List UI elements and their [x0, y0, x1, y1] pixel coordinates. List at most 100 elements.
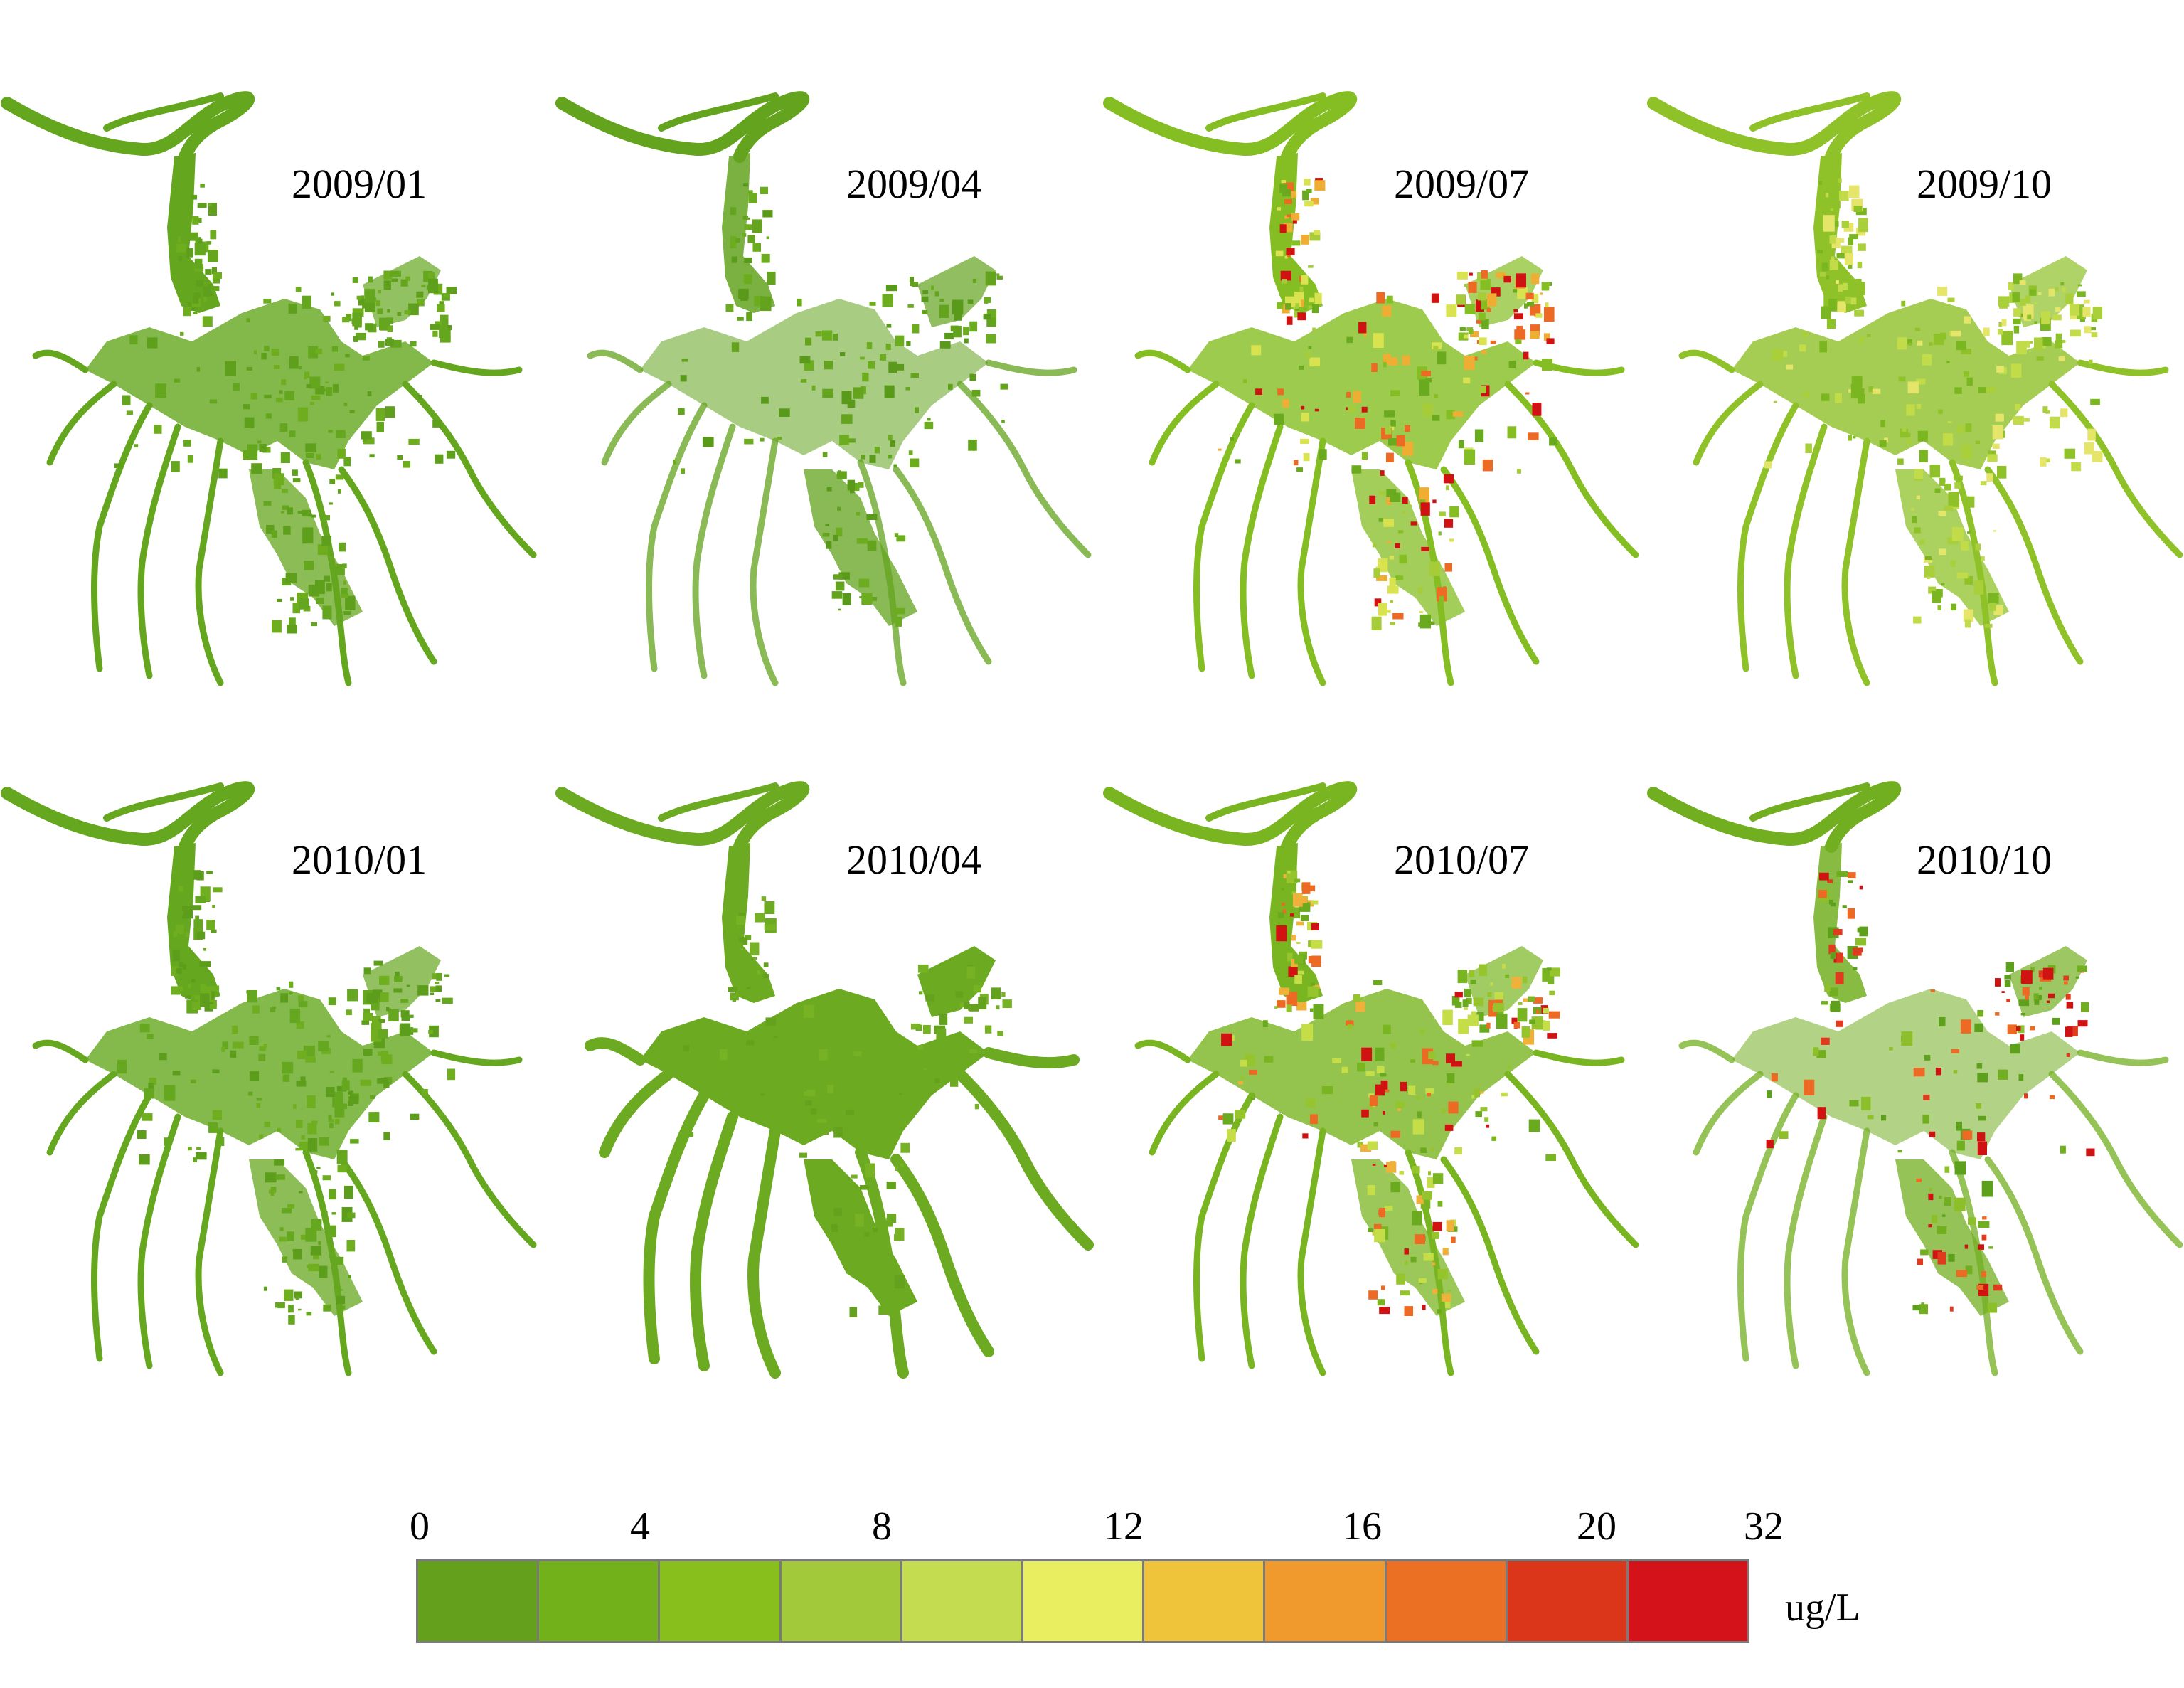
concentration-pixel: [841, 1095, 851, 1108]
concentration-pixel: [731, 961, 742, 974]
concentration-pixel: [1997, 465, 2007, 479]
concentration-pixel: [984, 301, 989, 304]
concentration-pixel: [342, 1077, 347, 1082]
concentration-pixel: [1357, 1062, 1365, 1072]
concentration-pixel: [1917, 1258, 1923, 1265]
concentration-pixel: [689, 1132, 694, 1137]
concentration-pixel: [985, 271, 996, 286]
concentration-pixel: [1964, 619, 1971, 628]
river-channel: [555, 91, 810, 163]
concentration-pixel: [265, 1172, 277, 1183]
concentration-pixel: [805, 337, 812, 346]
concentration-pixel: [866, 514, 878, 520]
concentration-pixel: [1948, 1253, 1955, 1262]
concentration-pixel: [1859, 885, 1863, 890]
concentration-pixel: [378, 290, 381, 294]
concentration-pixel: [1802, 331, 1808, 338]
concentration-pixel: [308, 584, 320, 597]
concentration-pixel: [1395, 575, 1404, 580]
concentration-pixel: [1858, 243, 1866, 251]
concentration-pixel: [1353, 994, 1361, 1002]
concentration-pixel: [2063, 975, 2069, 981]
concentration-pixel: [1284, 255, 1288, 259]
concentration-pixel: [1444, 519, 1454, 528]
concentration-pixel: [159, 1053, 167, 1061]
concentration-pixel: [858, 482, 864, 488]
concentration-pixel: [900, 1142, 910, 1153]
concentration-pixel: [274, 482, 282, 489]
tributary-channel: [954, 1068, 1094, 1251]
concentration-pixel: [173, 268, 185, 285]
concentration-pixel: [315, 386, 325, 395]
concentration-pixel: [971, 389, 981, 397]
concentration-pixel: [1294, 878, 1301, 883]
concentration-pixel: [867, 540, 877, 551]
concentration-pixel: [2071, 462, 2082, 472]
concentration-pixel: [730, 884, 739, 891]
concentration-pixel: [2022, 418, 2030, 422]
legend-color-bar: [416, 1559, 1749, 1643]
concentration-pixel: [436, 972, 442, 981]
concentration-pixel: [1308, 265, 1314, 268]
concentration-pixel: [1420, 502, 1430, 516]
concentration-pixel: [191, 979, 196, 982]
concentration-pixel: [1286, 248, 1295, 255]
concentration-pixel: [921, 296, 929, 302]
concentration-pixel: [319, 1137, 329, 1146]
concentration-pixel: [1956, 572, 1969, 579]
concentration-pixel: [126, 410, 133, 415]
concentration-pixel: [377, 308, 383, 314]
tributary-channel: [402, 381, 537, 558]
concentration-pixel: [1908, 342, 1912, 346]
concentration-pixel: [1473, 1088, 1480, 1098]
concentration-pixel: [1549, 990, 1555, 996]
concentration-pixel: [252, 1005, 260, 1014]
concentration-pixel: [1917, 340, 1923, 346]
concentration-pixel: [1309, 297, 1314, 303]
concentration-pixel: [910, 282, 913, 287]
concentration-pixel: [378, 1019, 385, 1023]
lake-south-arm: [804, 469, 917, 626]
concentration-pixel: [279, 390, 283, 394]
concentration-pixel: [964, 338, 969, 344]
concentration-pixel: [275, 1302, 285, 1308]
concentration-pixel: [356, 295, 362, 300]
concentration-pixel: [1848, 880, 1853, 883]
concentration-pixel: [435, 321, 442, 326]
concentration-pixel: [329, 1071, 334, 1073]
tributary-channel: [599, 1068, 674, 1158]
concentration-pixel: [1818, 872, 1829, 881]
tributary-channel: [91, 402, 153, 672]
concentration-pixel: [2084, 326, 2092, 334]
concentration-pixel: [1280, 270, 1291, 281]
concentration-pixel: [1831, 902, 1836, 907]
concentration-pixel: [2019, 280, 2026, 285]
concentration-pixel: [362, 304, 366, 309]
concentration-pixel: [893, 464, 897, 468]
concentration-pixel: [263, 1286, 267, 1291]
concentration-pixel: [1419, 614, 1431, 629]
concentration-pixel: [1813, 1047, 1819, 1056]
concentration-pixel: [1902, 428, 1907, 432]
concentration-pixel: [1907, 439, 1912, 444]
concentration-pixel: [321, 536, 332, 546]
concentration-pixel: [1286, 1004, 1292, 1012]
concentration-pixel: [1897, 337, 1907, 350]
concentration-pixel: [1441, 1108, 1446, 1114]
map-panel-2009-01: 2009/01: [1, 71, 548, 747]
concentration-pixel: [746, 987, 751, 989]
concentration-pixel: [329, 1189, 336, 1200]
concentration-pixel: [1767, 1090, 1772, 1098]
concentration-pixel: [1384, 1164, 1387, 1167]
concentration-pixel: [196, 367, 200, 372]
concentration-pixel: [1977, 1073, 1988, 1083]
concentration-pixel: [1454, 1147, 1462, 1154]
concentration-pixel: [264, 346, 270, 351]
concentration-pixel: [337, 489, 341, 494]
concentration-pixel: [1002, 999, 1012, 1008]
concentration-pixel: [410, 341, 417, 347]
concentration-pixel: [263, 299, 272, 304]
concentration-pixel: [1546, 967, 1552, 971]
concentration-pixel: [281, 511, 284, 514]
legend-swatch: [781, 1561, 902, 1641]
